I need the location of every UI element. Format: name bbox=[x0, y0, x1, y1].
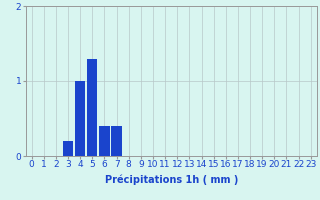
Bar bbox=[63, 141, 73, 156]
Bar bbox=[87, 58, 98, 156]
Bar bbox=[99, 126, 110, 156]
Bar bbox=[75, 81, 85, 156]
Bar bbox=[111, 126, 122, 156]
X-axis label: Précipitations 1h ( mm ): Précipitations 1h ( mm ) bbox=[105, 175, 238, 185]
